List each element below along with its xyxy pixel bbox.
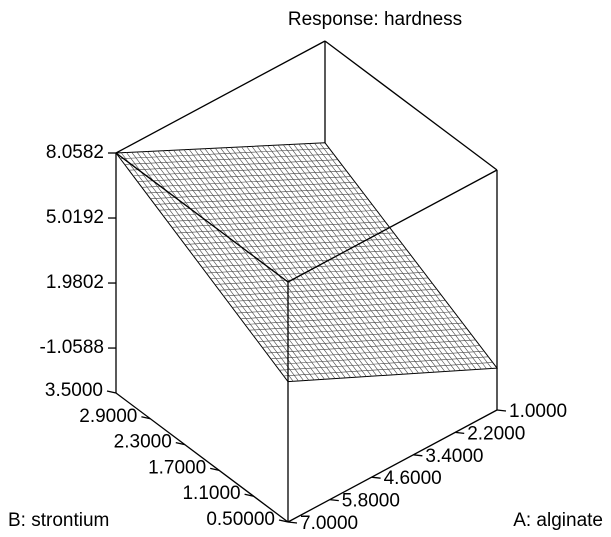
box-edge [324,40,498,171]
mesh-line [189,238,399,251]
mesh-line [158,198,369,211]
chart-title: Response: hardness [288,9,462,30]
mesh-line [141,176,351,188]
z-tick-label: 5.0192 [46,207,104,228]
x-tick-label: 7.0000 [300,513,358,534]
mesh-line [173,150,346,379]
mesh-line [197,249,407,262]
y-tick-label: 2.9000 [79,406,137,427]
mesh-line [154,193,364,205]
y-tick-label: 2.3000 [114,432,172,453]
x-tick [496,409,507,412]
mesh-line [131,152,304,381]
y-axis-label: B: strontium [8,510,109,531]
mesh-line [124,153,334,165]
mesh-line [162,150,336,379]
mesh-line [194,148,367,377]
mesh-line [201,255,412,268]
mesh-line [133,165,343,177]
mesh-line [188,149,362,378]
mesh-line [168,150,341,379]
mesh-line [120,148,330,160]
y-tick-label: 3.5000 [45,380,103,401]
x-tick [455,431,465,435]
box-edge [287,409,498,523]
x-tick-label: 4.6000 [384,468,442,489]
mesh-line [167,210,377,222]
y-tick [210,467,220,472]
box-edge [115,392,289,523]
mesh-line [146,181,356,194]
mesh-line [176,221,386,234]
y-tick-label: 1.1000 [182,483,240,504]
mesh-line [209,148,383,376]
z-tick-label: -1.0588 [40,337,104,358]
x-tick-label: 3.4000 [425,446,483,467]
mesh-line [126,152,299,382]
y-tick-label: 1.7000 [148,457,206,478]
x-tick-label: 1.0000 [509,401,567,422]
z-tick-label: 1.9802 [46,272,104,293]
mesh-line [120,152,294,382]
y-tick [141,416,151,420]
mesh-line [128,159,338,171]
box-edge [115,152,289,283]
z-tick-label: 8.0582 [46,142,104,163]
mesh-line [141,151,315,381]
mesh-line [215,147,388,376]
x-tick [329,498,339,502]
y-tick [278,519,289,523]
mesh-line [199,148,372,377]
mesh-line [147,151,320,380]
x-tick-label: 5.8000 [342,491,400,512]
y-tick-label: 0.50000 [206,509,275,530]
x-tick [287,521,298,524]
box-edge [287,169,498,283]
y-tick [175,441,185,446]
x-axis-label: A: alginate [513,510,603,531]
mesh-line [180,226,390,240]
mesh-line [204,148,378,377]
mesh-line [157,150,331,380]
mesh-line [183,149,357,378]
y-tick [106,390,117,394]
mesh-line [137,170,347,182]
x-tick [371,476,381,479]
x-tick-label: 2.2000 [467,423,525,444]
y-tick [244,493,254,497]
mesh-line [150,187,360,200]
mesh-line [184,232,394,245]
mesh-line [171,215,381,228]
mesh-line [152,151,325,380]
x-tick [413,454,423,457]
mesh-line [193,243,403,257]
box-edge [115,40,326,154]
